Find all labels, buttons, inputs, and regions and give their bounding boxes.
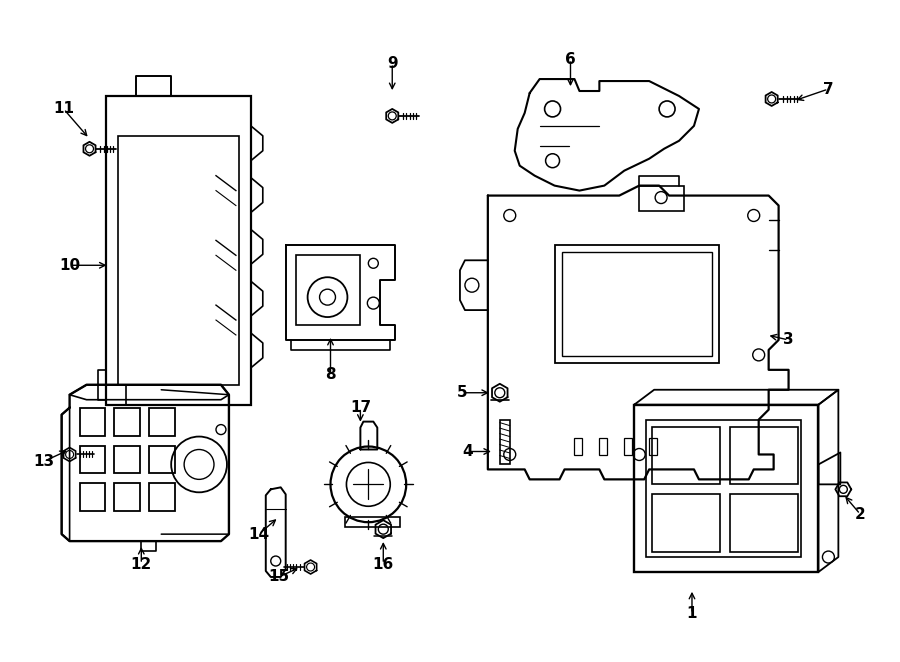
- Text: 6: 6: [565, 52, 576, 67]
- Bar: [114, 446, 140, 473]
- Bar: [730, 495, 797, 552]
- Text: 15: 15: [268, 569, 289, 585]
- Bar: [79, 483, 105, 511]
- Text: 16: 16: [373, 557, 394, 571]
- Bar: [114, 483, 140, 511]
- Bar: [149, 408, 176, 436]
- Text: 4: 4: [463, 444, 473, 459]
- Text: 13: 13: [33, 454, 54, 469]
- Bar: [149, 446, 176, 473]
- Bar: [562, 252, 712, 356]
- Text: 10: 10: [59, 258, 80, 273]
- Text: 5: 5: [456, 385, 467, 401]
- Bar: [599, 438, 608, 455]
- Bar: [639, 185, 684, 211]
- Bar: [634, 404, 818, 572]
- Bar: [296, 256, 360, 325]
- Text: 8: 8: [325, 367, 336, 383]
- Bar: [730, 426, 797, 485]
- Bar: [79, 408, 105, 436]
- Bar: [106, 96, 251, 404]
- Text: 17: 17: [350, 400, 371, 415]
- Bar: [554, 246, 719, 363]
- Bar: [114, 408, 140, 436]
- Bar: [79, 446, 105, 473]
- Bar: [646, 420, 800, 557]
- Bar: [149, 483, 176, 511]
- Text: 2: 2: [855, 506, 866, 522]
- Text: 3: 3: [783, 332, 794, 348]
- Text: 9: 9: [387, 56, 398, 71]
- Text: 12: 12: [130, 557, 152, 571]
- Bar: [649, 438, 657, 455]
- Bar: [500, 420, 509, 465]
- Text: 1: 1: [687, 606, 698, 622]
- Bar: [574, 438, 582, 455]
- Text: 14: 14: [248, 527, 269, 542]
- Text: 11: 11: [53, 101, 74, 117]
- Bar: [652, 495, 720, 552]
- Bar: [119, 136, 238, 385]
- Bar: [652, 426, 720, 485]
- Bar: [625, 438, 632, 455]
- Text: 7: 7: [824, 81, 833, 97]
- Bar: [346, 517, 400, 527]
